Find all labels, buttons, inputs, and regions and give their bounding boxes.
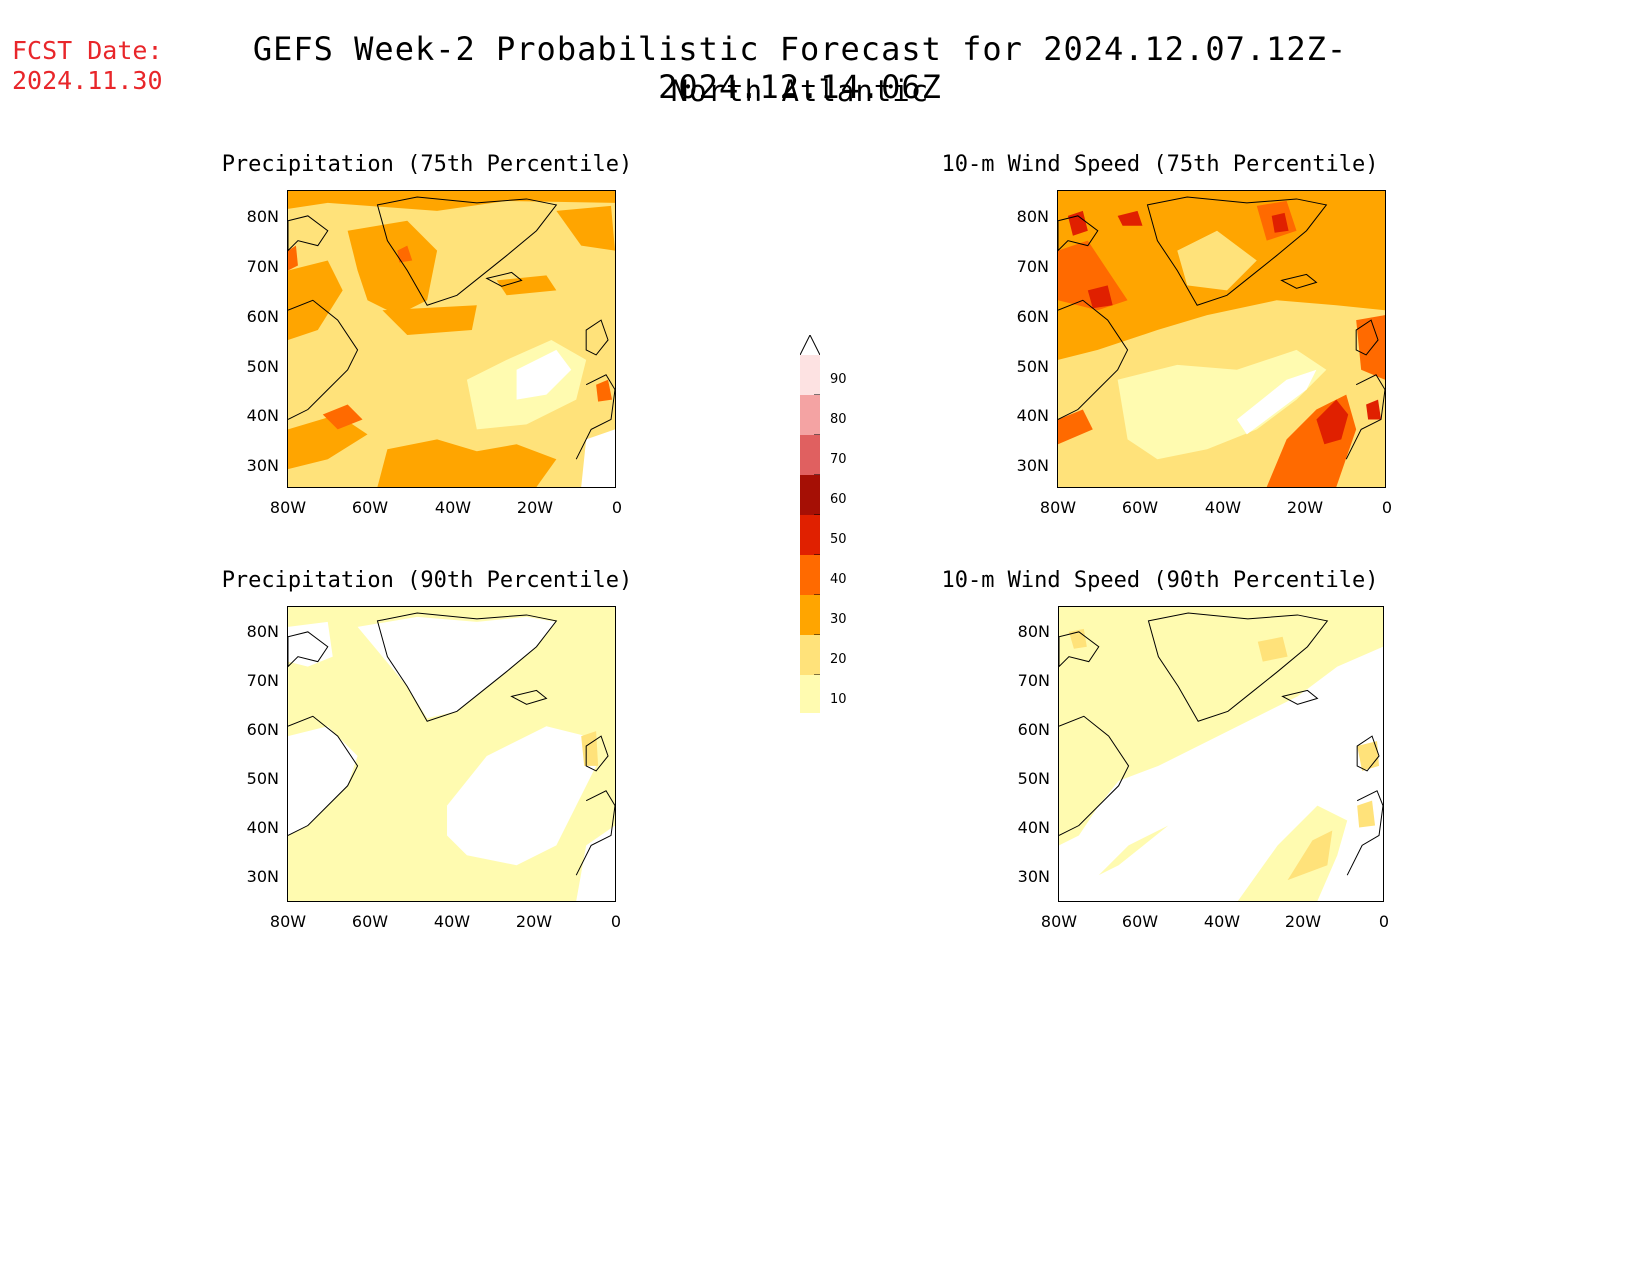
colorbar-label-20: 20 <box>830 652 847 667</box>
lat-label-50n: 50N <box>246 357 279 376</box>
fcst-date-value: 2024.11.30 <box>12 66 163 95</box>
panel-title-precip-75: Precipitation (75th Percentile) <box>221 152 633 177</box>
colorbar-label-10: 10 <box>830 692 847 707</box>
colorbar-swatch-20 <box>800 635 820 675</box>
lon-label-80w: 80W <box>269 912 307 931</box>
fcst-date-label: FCST Date: <box>12 36 163 65</box>
lon-label-20w: 20W <box>516 498 554 517</box>
lon-label-40w: 40W <box>1203 912 1241 931</box>
colorbar-swatch-30 <box>800 595 820 635</box>
lon-label-20w: 20W <box>515 912 553 931</box>
lon-label-0: 0 <box>1381 498 1393 517</box>
lon-label-40w: 40W <box>1204 498 1242 517</box>
lat-label-80n: 80N <box>1016 207 1049 226</box>
wind-75-map <box>1058 191 1385 487</box>
lat-label-80n: 80N <box>1017 622 1050 641</box>
lon-label-60w: 60W <box>1121 912 1159 931</box>
colorbar-label-70: 70 <box>830 452 847 467</box>
lat-label-30n: 30N <box>1016 456 1049 475</box>
lon-label-20w: 20W <box>1286 498 1324 517</box>
lat-label-30n: 30N <box>246 867 279 886</box>
panel-title-precip-90: Precipitation (90th Percentile) <box>221 568 633 593</box>
lon-label-80w: 80W <box>1039 498 1077 517</box>
forecast-date-block: FCST Date: 2024.11.30 <box>12 36 163 96</box>
precip-90-map <box>288 607 615 901</box>
map-panel-wind-90 <box>1058 606 1384 902</box>
lat-label-70n: 70N <box>246 671 279 690</box>
lon-label-60w: 60W <box>351 912 389 931</box>
lon-label-20w: 20W <box>1284 912 1322 931</box>
region-subtitle: North Atlantic <box>670 74 930 108</box>
colorbar-swatch-80 <box>800 395 820 435</box>
colorbar-swatch-70 <box>800 435 820 475</box>
panel-title-wind-90: 10-m Wind Speed (90th Percentile) <box>941 568 1379 593</box>
lat-label-80n: 80N <box>246 207 279 226</box>
colorbar-swatch-50 <box>800 515 820 555</box>
colorbar-label-40: 40 <box>830 572 847 587</box>
precip-75-map <box>288 191 615 487</box>
lat-label-50n: 50N <box>1017 769 1050 788</box>
lat-label-70n: 70N <box>246 257 279 276</box>
lat-label-50n: 50N <box>1016 357 1049 376</box>
colorbar-swatch-40 <box>800 555 820 595</box>
colorbar-label-80: 80 <box>830 412 847 427</box>
map-panel-precip-75 <box>287 190 616 488</box>
colorbar-swatch-60 <box>800 475 820 515</box>
lon-label-80w: 80W <box>1040 912 1078 931</box>
colorbar-label-50: 50 <box>830 532 847 547</box>
lat-label-60n: 60N <box>1017 720 1050 739</box>
wind-90-map <box>1059 607 1383 901</box>
lon-label-0: 0 <box>611 498 623 517</box>
lat-label-60n: 60N <box>1016 307 1049 326</box>
lat-label-30n: 30N <box>246 456 279 475</box>
colorbar-swatch-10 <box>800 675 820 713</box>
colorbar-label-60: 60 <box>830 492 847 507</box>
lon-label-0: 0 <box>610 912 622 931</box>
colorbar-swatch-90 <box>800 355 820 395</box>
lat-label-70n: 70N <box>1017 671 1050 690</box>
lat-label-60n: 60N <box>246 307 279 326</box>
lat-label-80n: 80N <box>246 622 279 641</box>
lat-label-40n: 40N <box>1016 406 1049 425</box>
map-panel-precip-90 <box>287 606 616 902</box>
map-panel-wind-75 <box>1057 190 1386 488</box>
lat-label-40n: 40N <box>246 406 279 425</box>
lon-label-0: 0 <box>1378 912 1390 931</box>
colorbar-label-30: 30 <box>830 612 847 627</box>
colorbar <box>800 335 820 713</box>
lon-label-40w: 40W <box>434 498 472 517</box>
lon-label-80w: 80W <box>269 498 307 517</box>
colorbar-label-90: 90 <box>830 372 847 387</box>
lon-label-60w: 60W <box>351 498 389 517</box>
panel-title-wind-75: 10-m Wind Speed (75th Percentile) <box>941 152 1379 177</box>
lat-label-50n: 50N <box>246 769 279 788</box>
main-title: GEFS Week-2 Probabilistic Forecast for 2… <box>252 30 1348 106</box>
lat-label-70n: 70N <box>1016 257 1049 276</box>
lat-label-40n: 40N <box>246 818 279 837</box>
lat-label-40n: 40N <box>1017 818 1050 837</box>
lat-label-30n: 30N <box>1017 867 1050 886</box>
lon-label-40w: 40W <box>433 912 471 931</box>
lat-label-60n: 60N <box>246 720 279 739</box>
lon-label-60w: 60W <box>1121 498 1159 517</box>
